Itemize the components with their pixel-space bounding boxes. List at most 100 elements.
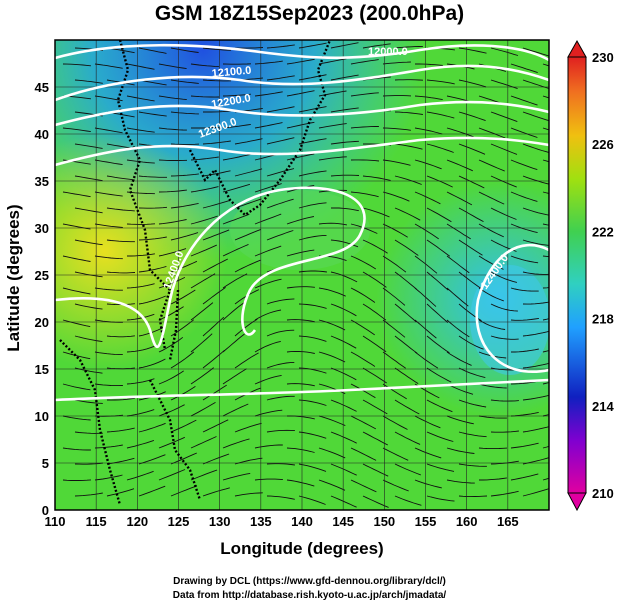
streamline — [266, 230, 294, 241]
streamline — [190, 302, 214, 321]
streamline — [522, 271, 549, 275]
streamline — [127, 253, 155, 257]
streamline — [414, 255, 438, 274]
streamline — [222, 183, 251, 193]
streamline — [542, 191, 549, 194]
streamline — [446, 255, 470, 274]
streamline — [202, 384, 227, 401]
streamline — [350, 383, 376, 399]
streamline — [158, 159, 188, 161]
streamline — [190, 215, 218, 225]
streamline — [318, 415, 346, 427]
streamline — [126, 283, 155, 289]
streamline — [298, 106, 327, 113]
streamline — [202, 487, 230, 497]
streamline — [222, 472, 251, 481]
streamline — [458, 207, 484, 222]
streamline — [382, 415, 408, 430]
streamline — [94, 191, 123, 197]
streamline — [266, 75, 295, 81]
streamline — [510, 191, 538, 202]
streamline — [478, 127, 506, 139]
streamline — [222, 438, 250, 449]
streamline — [478, 255, 504, 270]
streamline — [266, 44, 295, 49]
streamline — [490, 335, 519, 340]
streamline — [266, 463, 295, 466]
streamline — [350, 447, 377, 461]
streamline — [446, 479, 475, 484]
coast-asia — [116, 40, 172, 351]
streamline — [254, 340, 281, 353]
x-tick-label: 155 — [415, 514, 437, 529]
streamline — [62, 415, 91, 421]
streamline — [542, 95, 549, 99]
streamline — [511, 348, 539, 353]
streamline — [62, 383, 91, 391]
streamline — [94, 127, 123, 134]
streamline — [94, 351, 123, 356]
streamline — [330, 431, 357, 444]
streamline — [394, 45, 423, 49]
streamline — [522, 394, 549, 401]
streamline — [458, 79, 487, 88]
streamline — [414, 479, 442, 489]
streamline — [286, 153, 315, 161]
streamline — [522, 239, 549, 246]
y-tick-label: 40 — [35, 127, 49, 142]
streamline — [126, 63, 155, 70]
streamline — [254, 122, 283, 129]
streamline — [222, 93, 251, 97]
streamline — [542, 445, 549, 449]
streamline — [478, 223, 504, 238]
x-tick-label: 125 — [168, 514, 190, 529]
streamline — [362, 175, 391, 181]
streamline — [522, 330, 549, 337]
colorbar-tick-label: 210 — [592, 486, 614, 501]
streamline — [490, 47, 519, 56]
x-tick-label: 110 — [45, 514, 66, 529]
y-tick-label: 0 — [42, 503, 49, 518]
streamline — [170, 202, 199, 209]
streamline — [490, 175, 517, 188]
streamline — [106, 427, 135, 433]
streamline — [522, 47, 549, 57]
streamline — [490, 271, 518, 283]
streamline — [158, 276, 186, 289]
streamline — [94, 159, 123, 166]
streamline — [478, 383, 507, 389]
chart-title: GSM 18Z15Sep2023 (200.0hPa) — [154, 2, 465, 25]
streamline — [286, 479, 315, 487]
streamline — [222, 301, 245, 321]
streamline — [138, 47, 167, 54]
streamline — [458, 175, 485, 189]
streamline — [158, 248, 187, 257]
streamline — [202, 229, 230, 241]
streamline — [126, 159, 155, 164]
streamline — [126, 95, 155, 102]
streamline — [318, 479, 346, 491]
streamline — [202, 79, 232, 82]
streamline — [522, 426, 549, 433]
contour-12000 — [55, 43, 549, 62]
x-axis-label: Longitude (degrees) — [220, 539, 384, 558]
streamline — [254, 478, 283, 481]
plot-frame — [54, 39, 550, 511]
streamline — [458, 335, 484, 350]
streamline — [522, 301, 549, 305]
streamline — [138, 111, 167, 117]
streamline — [382, 127, 411, 131]
streamline — [318, 351, 346, 363]
streamline — [426, 79, 455, 85]
streamline — [394, 495, 422, 506]
streamline — [446, 447, 475, 454]
streamline — [126, 470, 154, 481]
streamline — [74, 143, 103, 149]
streamline — [458, 239, 483, 256]
streamline — [286, 58, 315, 65]
streamline — [542, 414, 549, 417]
streamline — [330, 107, 359, 113]
streamline — [362, 43, 391, 49]
streamline — [202, 316, 225, 337]
colorbar-body — [567, 56, 587, 494]
